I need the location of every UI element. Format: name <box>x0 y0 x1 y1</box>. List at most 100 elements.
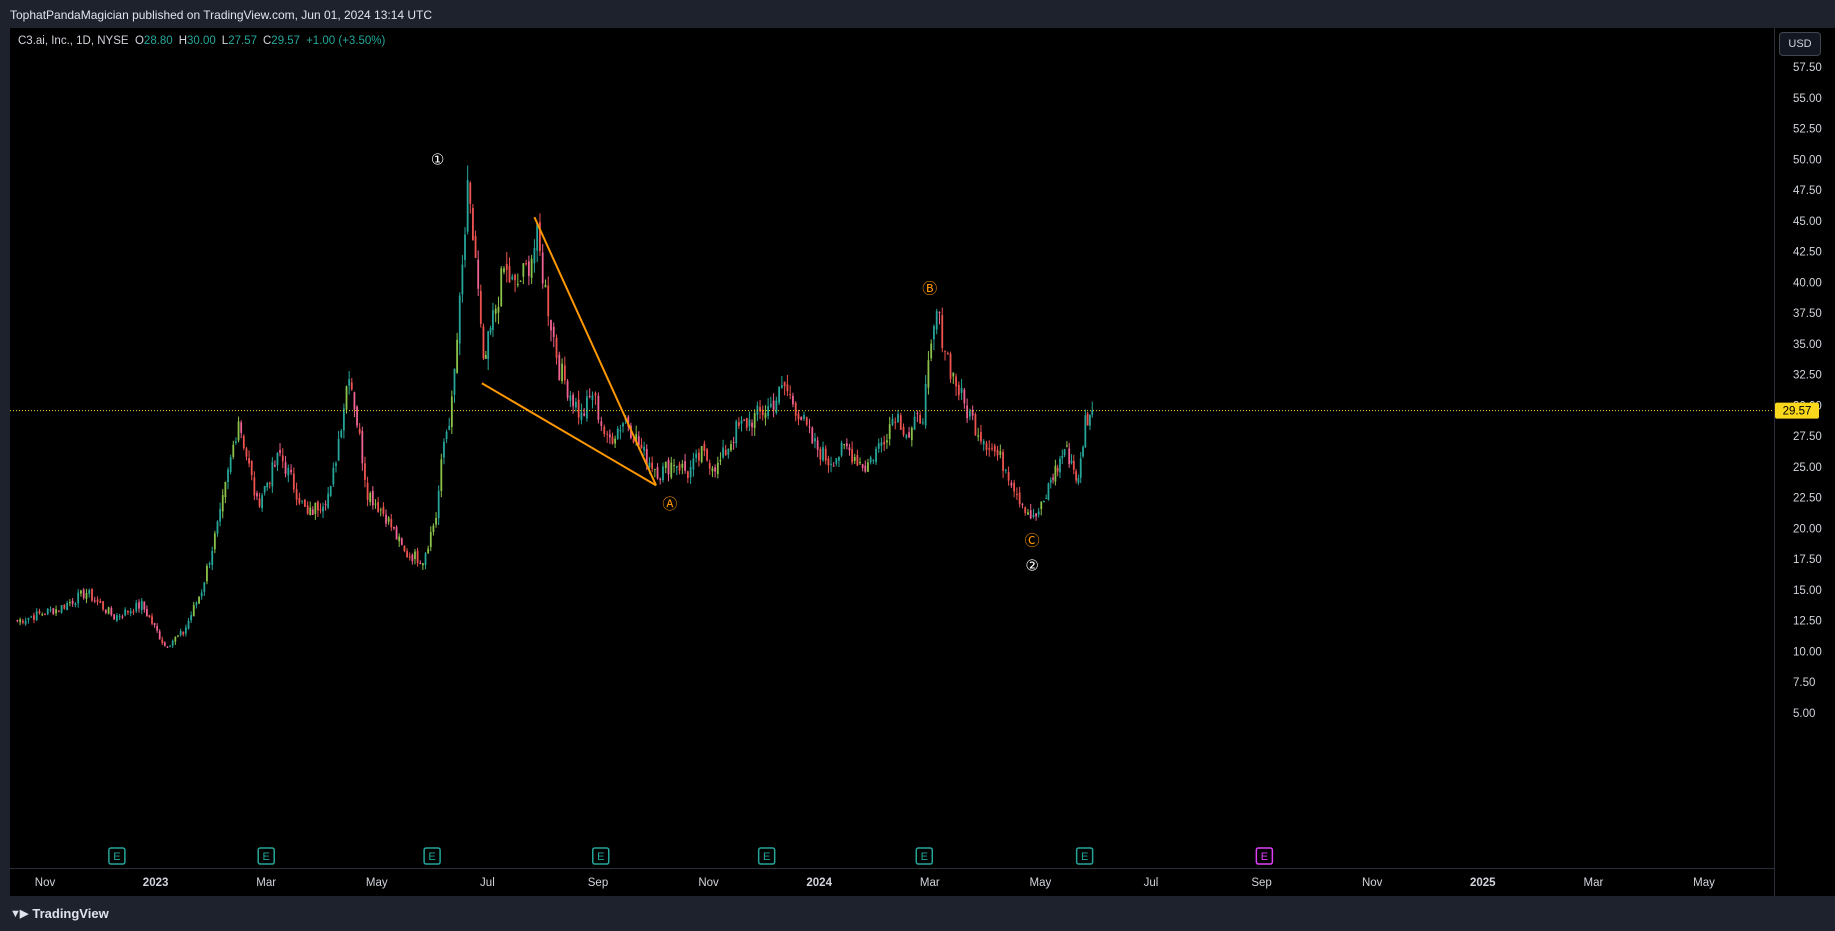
candle-body <box>505 263 508 271</box>
earnings-marker[interactable] <box>592 847 610 865</box>
price-tick-label: 52.50 <box>1793 124 1822 136</box>
earnings-marker[interactable] <box>108 847 126 865</box>
earnings-marker[interactable] <box>423 847 441 865</box>
candle-body <box>1032 514 1035 517</box>
candle-body <box>91 589 93 601</box>
candle-body <box>838 456 840 461</box>
wedge-trendline <box>481 382 657 487</box>
candle-body <box>957 384 960 396</box>
candle-body <box>327 493 330 508</box>
earnings-marker[interactable] <box>1075 847 1094 865</box>
candle-body <box>794 402 797 416</box>
candle-body <box>991 447 993 449</box>
time-tick-label: 2025 <box>1470 877 1496 889</box>
candle-body <box>382 507 385 514</box>
candle-body <box>662 466 664 481</box>
candle-body <box>427 548 430 554</box>
candle-body <box>304 499 306 507</box>
earnings-marker-label: E <box>428 851 435 863</box>
candle-body <box>450 396 453 427</box>
candle-body <box>74 603 77 606</box>
candle-body <box>497 306 500 313</box>
candle-body <box>206 565 208 582</box>
candle-body <box>77 592 80 604</box>
candle-body <box>408 556 411 558</box>
candle-body <box>539 222 541 252</box>
candle-body <box>322 506 324 512</box>
candle-body <box>640 444 643 449</box>
candle-body <box>46 608 49 615</box>
candle-body <box>1045 498 1048 500</box>
candle-body <box>853 457 856 461</box>
candle-body <box>337 438 340 461</box>
candle-body <box>597 395 600 420</box>
candle-body <box>530 258 533 278</box>
candle-body <box>583 413 586 416</box>
price-tick-label: 37.50 <box>1793 308 1822 320</box>
candle-body <box>686 471 689 478</box>
candle-body <box>525 263 528 265</box>
candle-body <box>364 463 366 480</box>
candle-body <box>830 463 832 465</box>
candle-body <box>783 381 786 387</box>
candle-body <box>522 263 525 277</box>
earnings-marker[interactable] <box>1255 847 1274 865</box>
earnings-marker[interactable] <box>915 847 934 865</box>
candle-body <box>145 609 148 617</box>
candle-body <box>803 414 805 419</box>
candle-body <box>840 442 843 456</box>
candle-body <box>622 423 624 427</box>
candle-body <box>400 538 403 545</box>
candle-body <box>902 426 905 435</box>
price-scale[interactable] <box>1774 28 1835 896</box>
candle-body <box>1029 510 1032 519</box>
candle-body <box>171 640 174 646</box>
candle-body <box>888 424 891 439</box>
currency-button[interactable]: USD <box>1779 32 1821 56</box>
candle-body <box>724 449 727 456</box>
candle-body <box>68 602 71 604</box>
candle-body <box>332 467 335 485</box>
candle-body <box>361 430 364 464</box>
time-tick-label: Sep <box>588 877 608 889</box>
candle-body <box>946 352 949 355</box>
candle-body <box>121 616 124 618</box>
candle-body <box>722 447 724 458</box>
tradingview-brand[interactable]: ▼▶ TradingView <box>10 906 109 921</box>
candle-body <box>824 448 827 461</box>
candle-body <box>966 405 969 419</box>
candle-body <box>358 428 361 433</box>
candle-body <box>369 492 372 502</box>
candle-body <box>1063 449 1066 456</box>
candle-body <box>827 458 830 466</box>
candle-body <box>287 467 290 476</box>
candle-body <box>151 616 153 624</box>
time-scale[interactable] <box>10 868 1774 897</box>
candle-body <box>110 608 113 616</box>
candle-body <box>456 339 459 373</box>
candle-body <box>673 464 675 466</box>
candle-body <box>1065 445 1068 447</box>
time-tick-label: Sep <box>1251 877 1271 889</box>
candle-body <box>977 435 980 437</box>
candle-body <box>414 551 416 560</box>
candle-body <box>938 311 941 313</box>
candle-body <box>664 461 667 469</box>
candle-body <box>16 620 19 622</box>
candle-body <box>982 440 985 445</box>
earnings-marker[interactable] <box>757 847 776 865</box>
candle-body <box>44 614 46 616</box>
candle-body <box>309 507 312 516</box>
chart-pane[interactable] <box>10 28 1774 896</box>
candle-body <box>675 466 678 468</box>
candle-body <box>1079 458 1082 478</box>
time-tick-label: May <box>1693 877 1715 889</box>
earnings-marker[interactable] <box>257 847 275 865</box>
candle-body <box>711 468 714 472</box>
candle-body <box>832 465 835 467</box>
candle-body <box>611 436 614 444</box>
candle-body <box>458 295 461 344</box>
candle-body <box>184 627 187 634</box>
candle-body <box>985 443 988 450</box>
candle-body <box>1061 455 1064 459</box>
